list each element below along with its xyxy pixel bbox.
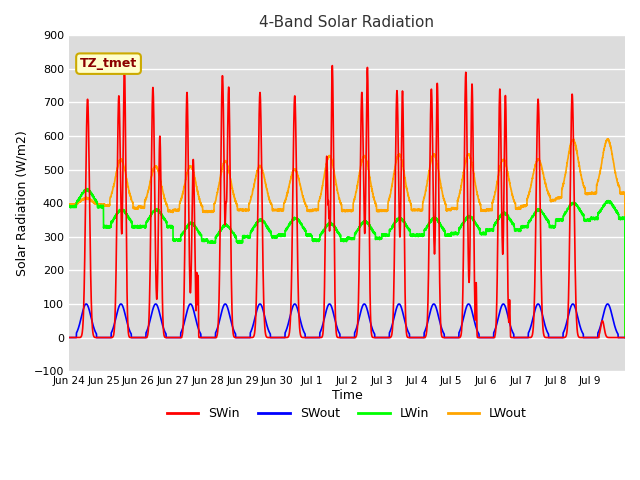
SWin <box>161 334 168 340</box>
LWin <box>83 186 91 192</box>
LWout <box>161 195 168 201</box>
SWout <box>161 329 168 335</box>
SWin <box>425 260 433 265</box>
LWin <box>621 335 629 340</box>
SWout <box>492 323 500 329</box>
LWout <box>425 171 433 177</box>
LWout <box>500 157 508 163</box>
X-axis label: Time: Time <box>332 389 362 402</box>
SWin <box>120 61 128 67</box>
LWin <box>500 212 508 217</box>
SWout <box>621 335 629 340</box>
SWin <box>500 141 508 146</box>
LWin <box>161 217 168 223</box>
SWin <box>436 288 444 294</box>
SWout <box>65 335 72 340</box>
LWin <box>65 203 72 209</box>
Text: TZ_tmet: TZ_tmet <box>80 57 137 70</box>
LWin <box>436 220 444 226</box>
SWout <box>476 335 484 340</box>
LWout <box>621 335 629 340</box>
SWout <box>425 315 433 321</box>
LWout <box>604 136 612 142</box>
Line: LWin: LWin <box>68 189 625 337</box>
LWout <box>65 203 72 208</box>
Y-axis label: Solar Radiation (W/m2): Solar Radiation (W/m2) <box>15 131 28 276</box>
Title: 4-Band Solar Radiation: 4-Band Solar Radiation <box>259 15 435 30</box>
SWin <box>65 335 72 340</box>
LWout <box>436 176 444 181</box>
Legend: SWin, SWout, LWin, LWout: SWin, SWout, LWin, LWout <box>162 402 532 425</box>
SWout <box>436 319 444 325</box>
SWout <box>83 301 90 307</box>
LWin <box>476 230 484 236</box>
Line: SWout: SWout <box>68 304 625 337</box>
Line: SWin: SWin <box>68 64 625 337</box>
SWout <box>500 302 508 308</box>
LWin <box>492 219 500 225</box>
LWout <box>492 186 500 192</box>
LWout <box>476 201 484 206</box>
SWin <box>492 318 500 324</box>
SWin <box>476 335 484 340</box>
LWin <box>425 221 433 227</box>
Line: LWout: LWout <box>68 139 625 337</box>
SWin <box>621 335 629 340</box>
